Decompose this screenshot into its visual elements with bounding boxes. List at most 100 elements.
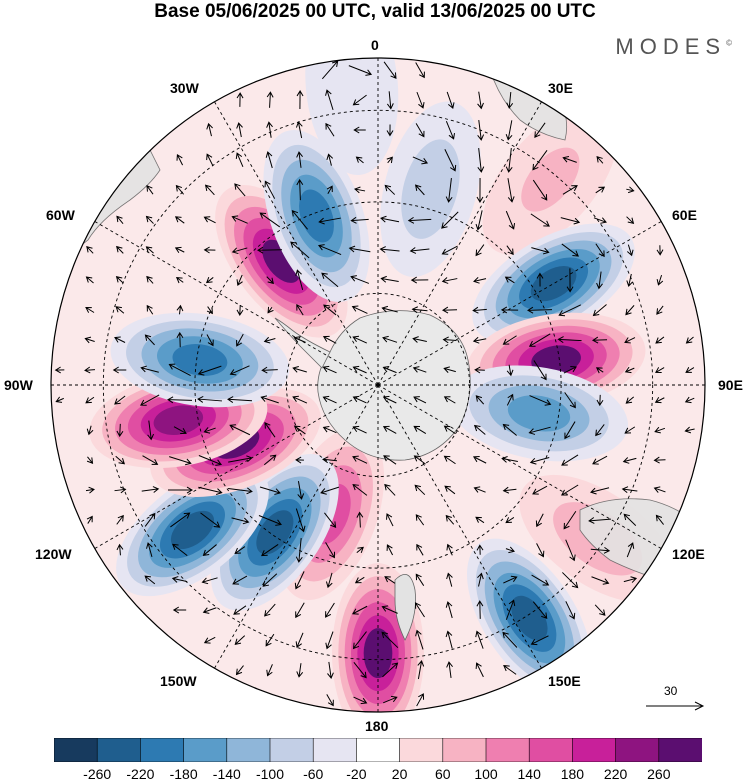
wind-vector	[172, 606, 187, 614]
wind-vector	[562, 572, 579, 589]
wind-vector	[145, 246, 154, 254]
wind-vector	[595, 367, 604, 374]
wind-vector	[84, 336, 95, 344]
wind-vector	[146, 542, 153, 558]
wind-vector	[352, 631, 367, 650]
wind-vector	[356, 546, 364, 554]
wind-vector	[348, 245, 371, 253]
wind-vector	[236, 92, 244, 107]
colorbar-swatch	[615, 738, 660, 762]
wind-vector	[441, 211, 459, 229]
colorbar-swatch	[658, 738, 702, 762]
wind-vector	[322, 425, 337, 434]
colorbar-swatch	[96, 738, 142, 762]
wind-vector	[502, 486, 517, 494]
wind-vector	[591, 336, 608, 344]
wind-vector	[505, 210, 516, 230]
wind-vector	[532, 179, 548, 201]
wind-vector	[203, 216, 216, 224]
wind-vector	[325, 542, 335, 559]
wind-vector	[415, 514, 425, 526]
wind-vector	[229, 424, 251, 436]
colorbar-tick-label: 260	[647, 766, 671, 782]
wind-vector	[563, 510, 577, 530]
wind-vector	[533, 360, 547, 381]
wind-vector	[531, 574, 550, 586]
wind-vector	[506, 245, 514, 256]
wind-vector	[529, 457, 550, 465]
wind-vector	[327, 661, 334, 679]
wind-vector	[413, 455, 426, 465]
wind-vector	[416, 693, 425, 707]
negative-anomaly	[450, 365, 629, 462]
wind-vector	[206, 334, 214, 347]
wind-vector	[445, 178, 453, 203]
wind-vector	[174, 216, 185, 224]
wind-vector	[85, 486, 95, 494]
negative-anomaly	[263, 129, 370, 303]
wind-vector	[234, 635, 246, 645]
wind-vector	[295, 269, 304, 290]
wind-vector	[656, 305, 664, 315]
wind-vector	[325, 122, 335, 137]
lon-label-0: 0	[371, 37, 379, 53]
wind-vector	[323, 304, 337, 316]
wind-vector	[626, 273, 634, 287]
colorbar-tick-label: 220	[603, 766, 628, 782]
wind-vector	[588, 517, 611, 524]
colorbar-swatch	[312, 738, 358, 762]
wind-vector	[379, 246, 400, 253]
wind-vector	[258, 515, 282, 526]
wind-vector	[562, 185, 578, 195]
wind-vector	[326, 694, 334, 707]
wind-vector	[415, 629, 424, 650]
wind-vector	[477, 572, 484, 587]
wind-vector	[260, 395, 279, 404]
wind-vector	[383, 695, 398, 704]
anomaly-contour	[511, 595, 548, 641]
wind-vector	[474, 366, 485, 374]
wind-vector	[292, 395, 308, 404]
wind-vector	[592, 455, 608, 465]
brand-mark: ©	[726, 38, 732, 48]
wind-vector	[176, 304, 184, 315]
wind-vector	[444, 149, 457, 172]
wind-vector	[295, 632, 304, 649]
wind-vector	[204, 184, 215, 196]
wind-vector	[86, 245, 94, 254]
wind-vector	[325, 572, 333, 589]
wind-vector	[593, 217, 607, 224]
wind-vector	[264, 603, 276, 617]
colorbar-tick-label: -220	[126, 766, 155, 782]
wind-vector	[231, 215, 248, 224]
wind-vector	[202, 544, 217, 557]
wind-vector	[446, 661, 453, 678]
brand-logo: MODES©	[615, 34, 732, 60]
wind-vector	[174, 246, 185, 254]
wind-vector	[263, 336, 276, 344]
wind-vector	[528, 426, 551, 435]
anomaly-contour	[507, 395, 571, 432]
wind-vector	[116, 543, 124, 556]
wind-vector	[322, 395, 337, 404]
new-zealand	[394, 573, 416, 641]
wind-vector	[198, 486, 223, 495]
wind-vector	[263, 454, 277, 466]
wind-vector	[475, 210, 483, 231]
wind-vector	[353, 662, 367, 679]
wind-vector	[176, 331, 184, 348]
wind-vector	[227, 396, 253, 404]
wind-vector	[502, 335, 517, 345]
wind-vector	[235, 665, 244, 676]
wind-vector	[527, 306, 553, 314]
wind-vector	[381, 305, 398, 313]
wind-vector	[236, 274, 243, 286]
wind-vector	[442, 336, 457, 344]
wind-vector	[115, 455, 126, 465]
wind-vector	[653, 456, 666, 464]
wind-vector	[114, 395, 126, 405]
wind-vector	[236, 304, 244, 316]
wind-vector	[595, 243, 605, 258]
wind-vector	[381, 605, 398, 614]
positive-anomaly	[215, 184, 348, 338]
